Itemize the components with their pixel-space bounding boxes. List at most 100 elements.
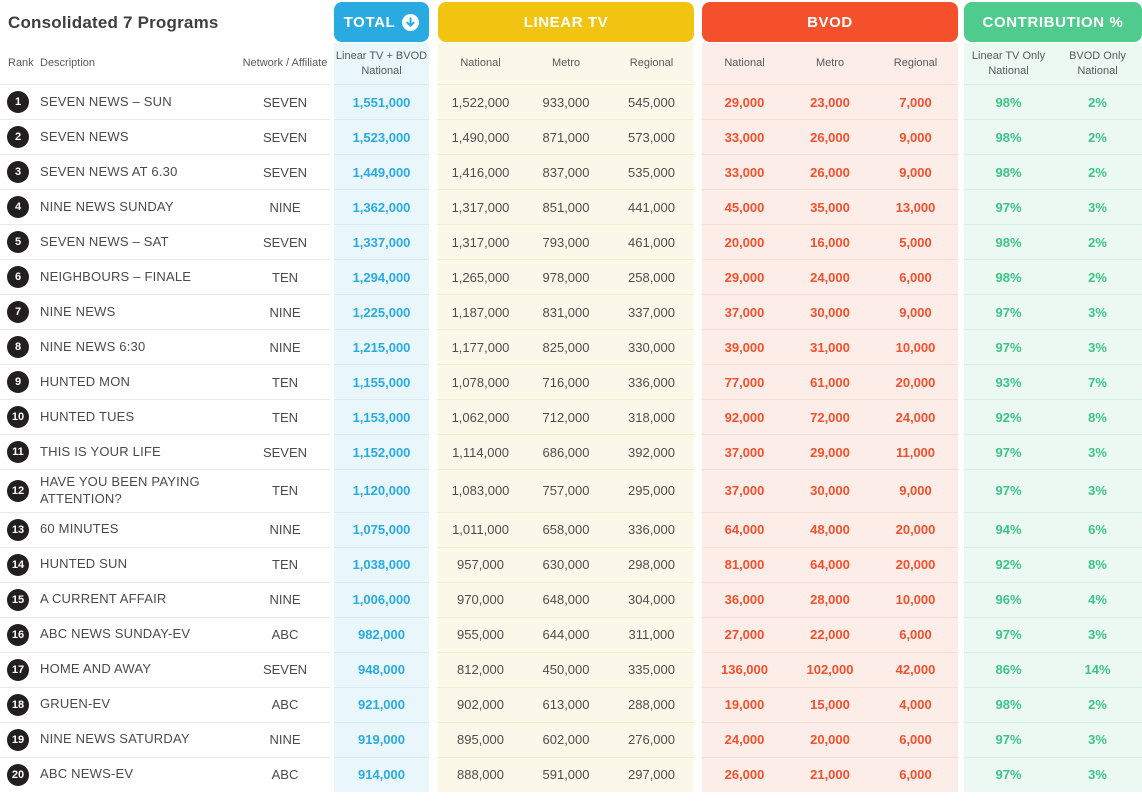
table-row: 19 NINE NEWS SATURDAY NINE 919,000 895,0… [0, 721, 1142, 757]
linear-metro-cell: 831,000 [523, 294, 609, 329]
bvod-metro-cell: 21,000 [787, 756, 873, 792]
gap [958, 364, 964, 399]
description-cell: ABC NEWS-EV [36, 756, 240, 792]
table-row: 17 HOME AND AWAY SEVEN 948,000 812,000 4… [0, 651, 1142, 687]
contribution-linear-cell: 97% [964, 294, 1053, 329]
contribution-column-header[interactable]: CONTRIBUTION % [964, 2, 1142, 42]
linear-national-cell: 1,187,000 [438, 294, 523, 329]
gap [330, 756, 334, 792]
linear-national-cell: 812,000 [438, 651, 523, 687]
gap [958, 546, 964, 582]
contribution-linear-label: Linear TV Only National [964, 43, 1053, 84]
gap [694, 154, 702, 189]
network-cell: TEN [240, 259, 330, 294]
contribution-bvod-cell: 14% [1053, 651, 1142, 687]
linear-national-cell: 902,000 [438, 686, 523, 722]
contribution-bvod-cell: 2% [1053, 154, 1142, 189]
rank-badge: 9 [7, 371, 29, 393]
network-cell: ABC [240, 686, 330, 722]
bvod-national-cell: 33,000 [702, 119, 787, 154]
linear-metro-cell: 757,000 [523, 469, 609, 512]
gap [694, 756, 702, 792]
bvod-regional-cell: 20,000 [873, 511, 958, 547]
linear-national-cell: 1,317,000 [438, 224, 523, 259]
table-row: 10 HUNTED TUES TEN 1,153,000 1,062,000 7… [0, 399, 1142, 434]
linear-national-cell: 1,416,000 [438, 154, 523, 189]
linear-national-cell: 1,490,000 [438, 119, 523, 154]
rank-badge: 2 [7, 126, 29, 148]
gap [694, 399, 702, 434]
bvod-regional-cell: 24,000 [873, 399, 958, 434]
linear-metro-cell: 613,000 [523, 686, 609, 722]
description-cell: NEIGHBOURS – FINALE [36, 259, 240, 294]
rank-cell: 16 [0, 616, 36, 652]
gap [330, 399, 334, 434]
bvod-metro-cell: 30,000 [787, 469, 873, 512]
linear-regional-cell: 461,000 [609, 224, 694, 259]
gap [694, 119, 702, 154]
contribution-bvod-label: BVOD Only National [1053, 43, 1142, 84]
gap [330, 434, 334, 469]
bvod-regional-cell: 9,000 [873, 294, 958, 329]
gap [694, 43, 702, 84]
network-cell: SEVEN [240, 84, 330, 119]
description-cell: HUNTED TUES [36, 399, 240, 434]
gap [330, 154, 334, 189]
gap [429, 581, 438, 617]
gap [429, 259, 438, 294]
gap [429, 616, 438, 652]
gap [330, 651, 334, 687]
description-cell: NINE NEWS SUNDAY [36, 189, 240, 224]
bvod-column-header[interactable]: BVOD [702, 2, 958, 42]
bvod-metro-cell: 72,000 [787, 399, 873, 434]
bvod-regional-cell: 9,000 [873, 119, 958, 154]
gap [958, 294, 964, 329]
table-row: 12 HAVE YOU BEEN PAYING ATTENTION? TEN 1… [0, 469, 1142, 512]
linear-regional-cell: 545,000 [609, 84, 694, 119]
gap [694, 686, 702, 722]
bvod-metro-cell: 102,000 [787, 651, 873, 687]
gap [694, 651, 702, 687]
gap [429, 43, 438, 84]
linear-regional-cell: 276,000 [609, 721, 694, 757]
linear-tv-column-header[interactable]: LINEAR TV [438, 2, 694, 42]
contribution-linear-cell: 97% [964, 756, 1053, 792]
bvod-metro-cell: 16,000 [787, 224, 873, 259]
network-cell: SEVEN [240, 651, 330, 687]
bvod-regional-cell: 6,000 [873, 721, 958, 757]
linear-regional-cell: 392,000 [609, 434, 694, 469]
rank-cell: 10 [0, 399, 36, 434]
bvod-metro-cell: 30,000 [787, 294, 873, 329]
rank-badge: 19 [7, 728, 29, 751]
bvod-national-cell: 37,000 [702, 294, 787, 329]
total-column-header[interactable]: TOTAL [334, 2, 429, 42]
linear-metro-cell: 450,000 [523, 651, 609, 687]
gap [958, 756, 964, 792]
gap [429, 154, 438, 189]
bvod-metro-cell: 20,000 [787, 721, 873, 757]
contribution-bvod-cell: 2% [1053, 84, 1142, 119]
bvod-national-cell: 136,000 [702, 651, 787, 687]
linear-regional-cell: 441,000 [609, 189, 694, 224]
linear-regional-cell: 330,000 [609, 329, 694, 364]
table-row: 16 ABC NEWS SUNDAY-EV ABC 982,000 955,00… [0, 616, 1142, 652]
table-row: 14 HUNTED SUN TEN 1,038,000 957,000 630,… [0, 546, 1142, 582]
table-row: 1 SEVEN NEWS – SUN SEVEN 1,551,000 1,522… [0, 84, 1142, 119]
total-cell: 1,225,000 [334, 294, 429, 329]
network-cell: NINE [240, 721, 330, 757]
contribution-bvod-cell: 6% [1053, 511, 1142, 547]
bvod-national-cell: 36,000 [702, 581, 787, 617]
contribution-bvod-cell: 8% [1053, 399, 1142, 434]
bvod-national-cell: 37,000 [702, 434, 787, 469]
contribution-bvod-cell: 3% [1053, 329, 1142, 364]
contribution-linear-cell: 97% [964, 434, 1053, 469]
contribution-column-label: CONTRIBUTION % [982, 13, 1124, 31]
gap [330, 469, 334, 512]
gap [694, 294, 702, 329]
gap [694, 616, 702, 652]
rank-badge: 3 [7, 161, 29, 183]
table-row: 8 NINE NEWS 6:30 NINE 1,215,000 1,177,00… [0, 329, 1142, 364]
rank-cell: 13 [0, 511, 36, 547]
gap [330, 546, 334, 582]
